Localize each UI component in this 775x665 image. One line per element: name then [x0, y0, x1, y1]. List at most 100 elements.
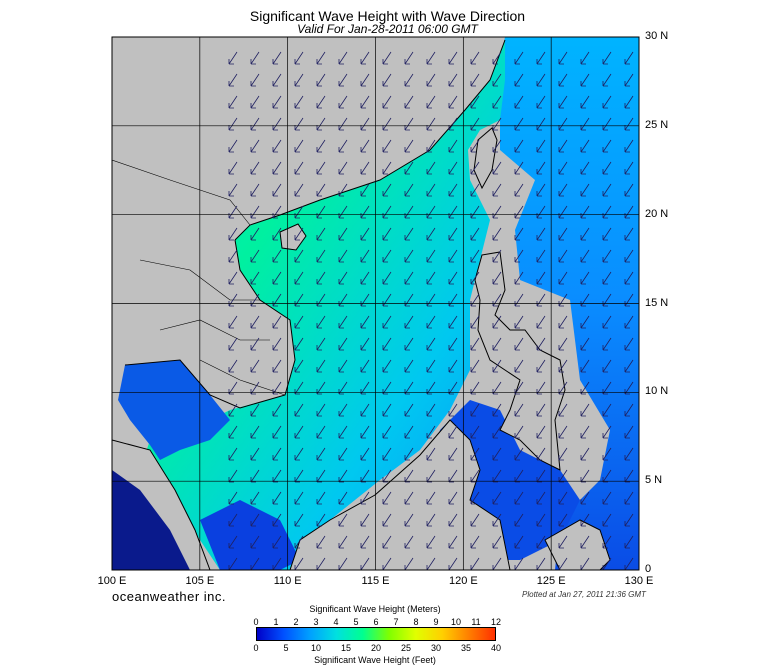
- wave-arrow: [382, 491, 392, 505]
- china-coastline: [234, 39, 506, 241]
- wave-arrow: [404, 249, 414, 263]
- wave-arrow: [272, 139, 282, 153]
- wave-arrow: [580, 557, 590, 570]
- colorbar-meters-tick: 10: [450, 617, 461, 627]
- gulf-of-thailand: [118, 360, 230, 460]
- colorbar-meters-tick: 7: [393, 617, 399, 627]
- wave-arrow: [360, 513, 370, 527]
- wave-arrow: [624, 403, 634, 417]
- wave-arrow: [338, 95, 348, 109]
- wave-arrow: [448, 227, 458, 241]
- wave-arrow: [228, 535, 238, 549]
- wave-arrow: [470, 535, 480, 549]
- borneo-island: [289, 419, 511, 570]
- wave-arrow: [404, 271, 414, 285]
- colorbar: [256, 627, 496, 641]
- wave-arrow: [316, 227, 326, 241]
- wave-arrow: [250, 249, 260, 263]
- wave-arrow: [492, 95, 502, 109]
- wave-arrow: [294, 139, 304, 153]
- wave-arrow: [602, 95, 612, 109]
- wave-arrow: [360, 73, 370, 87]
- wave-arrow: [404, 359, 414, 373]
- longitude-label: 115 E: [361, 575, 390, 587]
- wave-arrow: [470, 425, 480, 439]
- colorbar-meters-tick: 8: [413, 617, 419, 627]
- wave-arrow: [294, 557, 304, 570]
- wave-arrow: [580, 535, 590, 549]
- colorbar-feet-tick: 20: [370, 643, 381, 653]
- wave-arrow: [294, 535, 304, 549]
- wave-arrow: [514, 359, 524, 373]
- wave-arrow: [492, 403, 502, 417]
- wave-arrow: [426, 425, 436, 439]
- wave-arrow: [338, 161, 348, 175]
- wave-arrow: [514, 183, 524, 197]
- wave-arrow: [602, 73, 612, 87]
- wave-arrow: [338, 425, 348, 439]
- latitude-label: 25 N: [645, 118, 669, 131]
- wave-arrow: [470, 139, 480, 153]
- wave-arrow: [382, 535, 392, 549]
- wave-arrow: [448, 359, 458, 373]
- wave-arrow: [514, 513, 524, 527]
- colorbar-feet-tick: 30: [430, 643, 441, 653]
- wave-arrow: [426, 557, 436, 570]
- wave-arrow: [426, 337, 436, 351]
- wave-arrow: [536, 183, 546, 197]
- wave-arrow: [448, 513, 458, 527]
- wave-arrow: [580, 205, 590, 219]
- wave-arrow: [426, 535, 436, 549]
- wave-arrow: [602, 403, 612, 417]
- wave-arrow: [228, 447, 238, 461]
- wave-arrow: [360, 425, 370, 439]
- wave-arrow: [558, 95, 568, 109]
- wave-arrow: [338, 491, 348, 505]
- wave-arrow: [382, 513, 392, 527]
- lat-lon-grid: [112, 37, 639, 570]
- wave-arrow: [602, 227, 612, 241]
- wave-arrow: [624, 535, 634, 549]
- wave-arrow: [580, 249, 590, 263]
- map-frame: [111, 36, 640, 571]
- wave-arrow: [536, 161, 546, 175]
- wave-arrow: [558, 425, 568, 439]
- wave-arrow: [470, 95, 480, 109]
- wave-arrow: [250, 447, 260, 461]
- wave-arrow: [602, 535, 612, 549]
- chart-subtitle: Valid For Jan-28-2011 06:00 GMT: [297, 22, 478, 36]
- colorbar-feet-tick: 15: [340, 643, 351, 653]
- wave-arrow: [470, 557, 480, 570]
- wave-arrow: [536, 535, 546, 549]
- wave-arrow: [272, 73, 282, 87]
- colorbar-meters-tick: 11: [471, 617, 481, 627]
- wave-arrow: [426, 73, 436, 87]
- wave-arrow: [404, 161, 414, 175]
- philippines-islands: [474, 251, 566, 471]
- wave-arrow: [228, 73, 238, 87]
- wave-arrow: [250, 183, 260, 197]
- wave-arrow: [514, 271, 524, 285]
- wave-arrow: [580, 73, 590, 87]
- wave-arrow: [338, 183, 348, 197]
- latitude-label: 5 N: [645, 474, 663, 487]
- wave-arrow: [382, 227, 392, 241]
- wave-arrow: [558, 359, 568, 373]
- wave-arrow: [250, 535, 260, 549]
- wave-arrow: [536, 271, 546, 285]
- wave-arrow: [404, 425, 414, 439]
- wave-arrow: [272, 491, 282, 505]
- wave-arrow: [272, 447, 282, 461]
- wave-arrow: [514, 425, 524, 439]
- wave-arrow: [250, 359, 260, 373]
- wave-arrow: [426, 513, 436, 527]
- colorbar-meters-tick: 1: [273, 617, 279, 627]
- wave-arrow: [602, 359, 612, 373]
- wave-arrow: [250, 73, 260, 87]
- wave-arrow: [470, 271, 480, 285]
- wave-arrow: [360, 491, 370, 505]
- wave-arrow: [360, 359, 370, 373]
- wave-arrow: [558, 139, 568, 153]
- wave-arrow: [338, 513, 348, 527]
